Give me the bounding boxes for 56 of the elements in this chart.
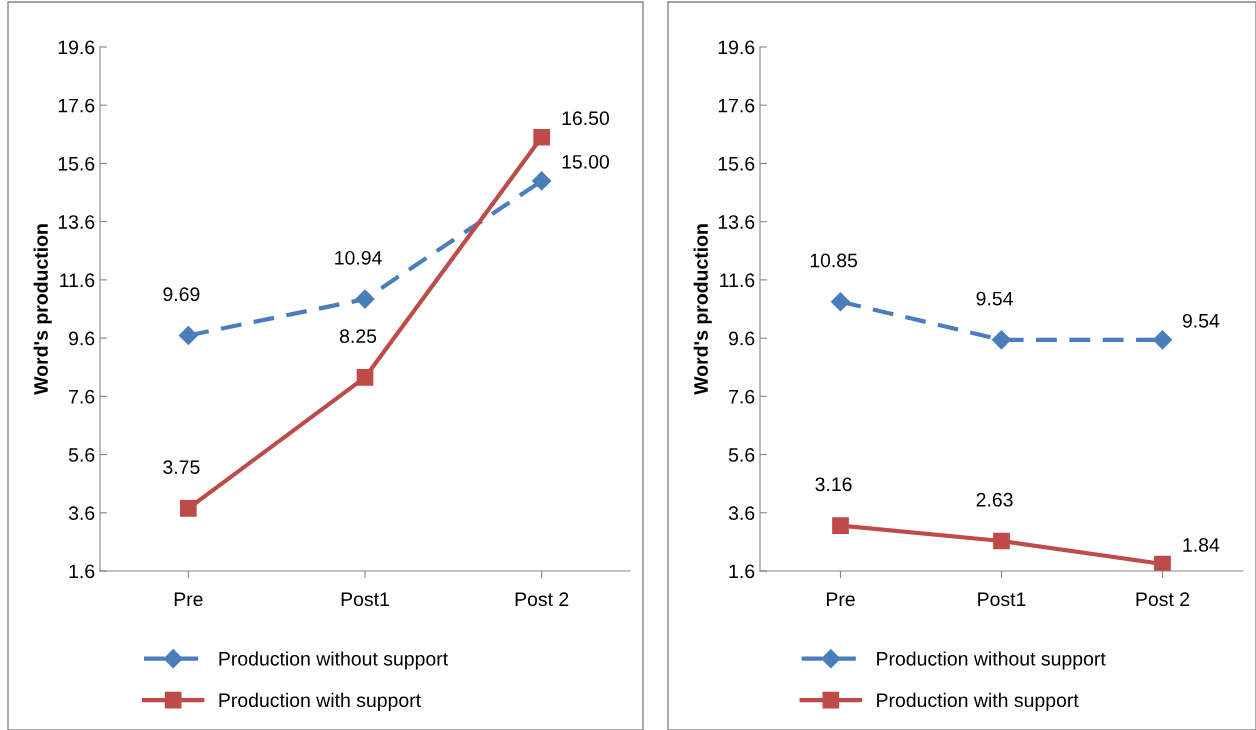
point [178, 325, 198, 346]
y-tick-label: 13.6 [718, 215, 755, 229]
y-tick-label: 1.6 [729, 564, 755, 579]
x-tick-label: Post 2 [1136, 592, 1190, 607]
y-tick-label: 5.6 [728, 448, 755, 462]
point [1154, 555, 1171, 571]
y-tick-label: 9.6 [729, 331, 755, 346]
y-tick-label: 17.6 [718, 98, 755, 113]
point [532, 171, 552, 191]
data-label: 3.75 [163, 460, 200, 475]
legend-label: Production with support [219, 692, 421, 711]
point [356, 369, 374, 386]
x-tick-label: Post1 [341, 592, 389, 607]
point [993, 532, 1010, 550]
y-tick-label: 3.6 [728, 506, 755, 521]
y-tick-label: 13.6 [58, 215, 95, 229]
point [179, 500, 197, 517]
data-label: 1.84 [1183, 538, 1220, 552]
legend-label: Production with support [877, 692, 1079, 711]
y-tick-label: 7.6 [69, 389, 95, 404]
data-label: 10.94 [335, 250, 382, 265]
data-label: 3.16 [815, 477, 852, 492]
y-axis-title: Word's production [33, 224, 52, 395]
data-label: 8.25 [339, 329, 377, 344]
x-tick-label: Pre [174, 592, 203, 607]
y-tick-label: 11.6 [60, 273, 95, 288]
legend-label: Production without support [877, 651, 1106, 670]
point [533, 128, 551, 146]
data-label: 10.85 [810, 253, 858, 268]
data-label: 16.50 [562, 111, 610, 126]
y-tick-label: 19.6 [58, 40, 95, 55]
point [355, 289, 375, 309]
x-tick-label: Post1 [978, 592, 1026, 607]
point [991, 330, 1012, 350]
y-tick-label: 19.6 [718, 40, 755, 55]
data-label: 9.54 [976, 291, 1013, 306]
y-tick-label: 11.6 [720, 273, 755, 288]
legend-label: Production without support [219, 651, 448, 670]
x-tick-label: Pre [826, 592, 855, 607]
y-tick-label: 5.6 [68, 448, 95, 462]
y-tick-label: 17.6 [58, 98, 95, 113]
y-tick-label: 7.6 [729, 389, 755, 404]
y-axis-title: Word's production [693, 224, 712, 395]
y-tick-label: 15.6 [58, 156, 95, 171]
y-tick-label: 3.6 [68, 506, 95, 521]
x-tick-label: Post 2 [515, 592, 569, 607]
data-label: 9.69 [163, 287, 200, 302]
y-tick-label: 1.6 [69, 564, 95, 579]
data-label: 9.54 [1182, 313, 1220, 328]
y-tick-label: 15.6 [718, 156, 755, 171]
data-label: 15.00 [562, 154, 610, 169]
point [1152, 330, 1173, 350]
y-tick-label: 9.6 [69, 331, 95, 346]
data-label: 2.63 [976, 492, 1013, 507]
point [830, 292, 851, 312]
point [832, 517, 849, 534]
